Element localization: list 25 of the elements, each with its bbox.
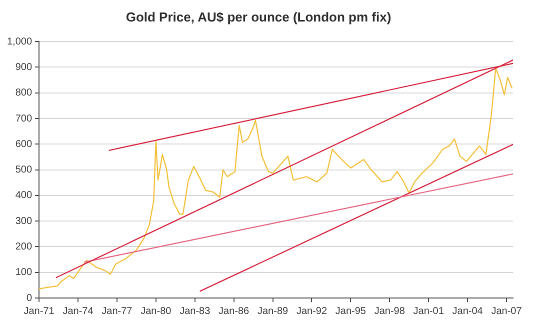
- y-tick-label: 900: [15, 62, 32, 73]
- x-tick-label: Jan-86: [218, 306, 250, 317]
- x-tick-label: Jan-92: [296, 306, 328, 317]
- x-tick-label: Jan-71: [24, 306, 55, 317]
- y-tick-label: 400: [15, 190, 32, 202]
- y-tick-label: 300: [15, 216, 32, 227]
- chart-title: Gold Price, AU$ per ounce (London pm fix): [126, 9, 392, 24]
- y-tick-label: 1,000: [6, 36, 32, 48]
- y-tick-label: 0: [26, 292, 32, 304]
- y-tick-label: 200: [15, 241, 32, 252]
- x-tick-label: Jan-83: [180, 306, 211, 317]
- x-tick-label: Jan-98: [374, 306, 406, 317]
- x-tick-label: Jan-01: [413, 306, 444, 317]
- x-tick-label: Jan-07: [491, 306, 522, 317]
- x-tick-label: Jan-89: [257, 306, 288, 317]
- x-tick-label: Jan-77: [102, 306, 133, 317]
- y-tick-label: 500: [15, 164, 32, 176]
- y-tick-label: 600: [15, 138, 32, 150]
- x-tick-label: Jan-80: [140, 306, 172, 317]
- y-tick-label: 100: [15, 267, 32, 278]
- x-tick-label: Jan-04: [452, 306, 484, 317]
- y-tick-label: 700: [15, 113, 32, 124]
- x-tick-label: Jan-95: [335, 306, 366, 317]
- y-tick-label: 800: [15, 88, 32, 99]
- x-tick-label: Jan-74: [62, 306, 94, 317]
